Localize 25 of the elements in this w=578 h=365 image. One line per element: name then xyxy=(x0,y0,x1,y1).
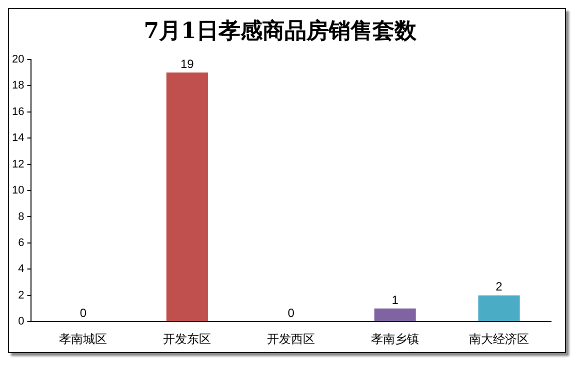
y-tick-label: 0 xyxy=(18,316,24,328)
y-tick-label: 20 xyxy=(12,53,24,66)
x-tick-label: 孝南城区 xyxy=(59,332,108,346)
y-tick-label: 12 xyxy=(12,158,24,170)
x-tick-label: 孝南乡镇 xyxy=(371,332,420,346)
y-tick-label: 18 xyxy=(12,80,24,92)
x-tick-label: 南大经济区 xyxy=(469,332,530,346)
y-tick-label: 4 xyxy=(18,263,24,276)
data-label: 0 xyxy=(288,306,295,320)
data-label: 1 xyxy=(392,292,399,307)
data-label: 0 xyxy=(80,306,87,320)
y-tick-label: 8 xyxy=(18,210,24,223)
data-label: 2 xyxy=(496,280,503,294)
y-tick-label: 14 xyxy=(12,132,24,144)
y-tick-label: 16 xyxy=(12,106,24,118)
x-tick-label: 开发东区 xyxy=(163,332,212,346)
y-tick-label: 10 xyxy=(12,184,24,197)
bar xyxy=(374,308,416,322)
bar xyxy=(478,295,520,322)
y-tick-label: 2 xyxy=(18,289,24,302)
bar xyxy=(166,72,208,322)
chart-title: 7月1日孝感商品房销售套数 xyxy=(144,18,418,44)
x-tick-label: 开发西区 xyxy=(267,332,316,346)
data-label: 19 xyxy=(180,56,194,71)
y-tick-label: 6 xyxy=(18,236,24,249)
